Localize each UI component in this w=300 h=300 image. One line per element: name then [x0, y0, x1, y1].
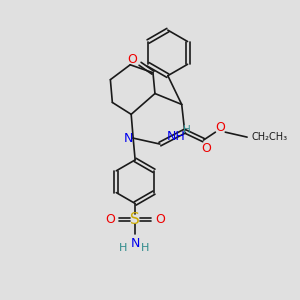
Text: O: O — [127, 53, 137, 66]
Text: O: O — [105, 213, 115, 226]
Text: S: S — [130, 212, 140, 227]
Text: H: H — [141, 243, 149, 253]
Text: NH: NH — [167, 130, 185, 142]
Text: N: N — [130, 237, 140, 250]
Text: H: H — [183, 125, 190, 135]
Text: O: O — [155, 213, 165, 226]
Text: H: H — [119, 243, 128, 253]
Text: CH₂CH₃: CH₂CH₃ — [251, 132, 287, 142]
Text: N: N — [124, 132, 133, 145]
Text: O: O — [202, 142, 212, 154]
Text: O: O — [215, 121, 225, 134]
